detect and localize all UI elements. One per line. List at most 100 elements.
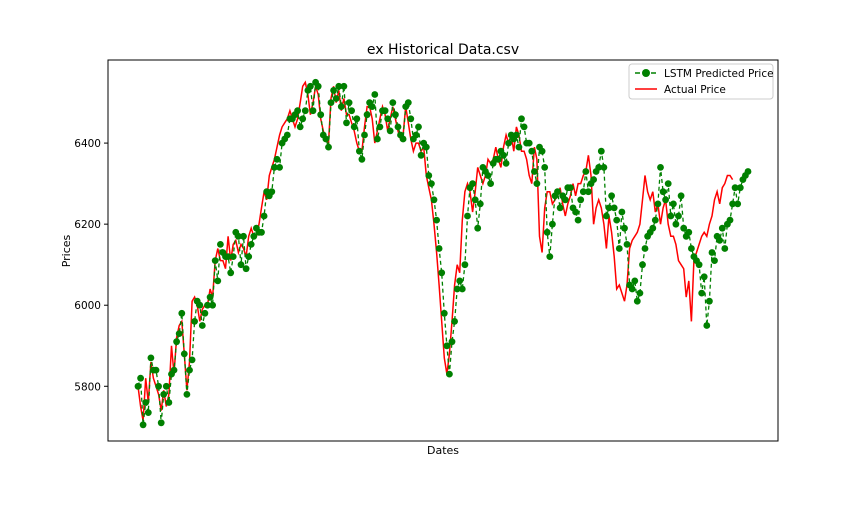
predicted-point [471,196,479,204]
predicted-point [502,160,510,167]
predicted-point [273,155,281,163]
predicted-point [399,135,407,143]
predicted-point [201,309,209,317]
y-tick-label: 6000 [74,300,101,312]
predicted-point [237,261,245,269]
predicted-point [649,224,657,232]
predicted-point [162,382,170,390]
predicted-point [371,91,379,98]
predicted-point [520,123,528,131]
predicted-point [325,143,332,151]
predicted-point [603,212,610,220]
predicted-point [322,135,330,143]
predicted-point [582,168,590,175]
predicted-point [528,147,536,155]
predicted-point [348,107,355,115]
predicted-point [610,204,618,212]
predicted-point [574,216,582,224]
legend-predicted-label: LSTM Predicted Price [664,68,774,80]
predicted-point [608,192,615,200]
predicted-point [734,200,742,208]
legend-predicted-marker [642,69,650,77]
predicted-point [651,216,659,224]
predicted-point [561,196,569,204]
predicted-point [404,99,412,106]
predicted-point [461,261,469,269]
legend-actual-label: Actual Price [664,84,726,96]
predicted-point [621,224,628,232]
predicted-point [394,123,402,131]
predicted-point [191,318,199,325]
predicted-point [706,297,713,305]
predicted-point [672,220,680,228]
predicted-point [317,111,325,119]
predicted-point [708,249,716,256]
plot-area [134,78,752,429]
predicted-point [260,212,268,220]
predicted-point [301,107,309,115]
predicted-point [567,184,574,192]
predicted-point [415,123,422,131]
predicted-point [533,180,541,188]
predicted-point [700,273,708,281]
predicted-point [675,212,682,220]
predicted-point [667,212,675,220]
predicted-point [294,107,301,115]
actual-price-line [137,80,734,421]
predicted-point [139,421,147,429]
predicted-point [345,99,353,106]
predicted-point [214,277,222,285]
predicted-point [356,147,363,155]
predicted-point [242,265,250,273]
predicted-point [631,277,639,285]
predicted-point [186,366,193,374]
predicted-point [500,151,507,159]
predicted-point [662,196,669,204]
predicted-point [487,180,494,188]
predicted-point [224,253,232,260]
predicted-point [543,228,551,236]
predicted-point [597,147,605,155]
predicted-point [448,338,456,346]
predicted-point [623,241,631,248]
predicted-point [381,107,389,115]
predicted-point [641,245,649,252]
predicted-point [453,285,461,293]
predicted-point [525,139,533,147]
predicted-point [546,253,554,260]
x-axis-label: Dates [427,444,459,457]
predicted-point [309,107,317,115]
predicted-point [175,330,183,337]
predicted-point [716,237,724,244]
predicted-point [206,293,214,301]
predicted-point [386,127,394,135]
predicted-point [430,196,438,204]
legend-box [628,63,774,100]
predicted-point [435,245,443,252]
predicted-point [451,318,458,325]
predicted-point [456,277,464,285]
predicted-point [422,143,430,151]
predicted-point [680,224,688,232]
predicted-point [605,204,613,212]
predicted-point [389,99,397,106]
y-axis-label: Prices [60,234,73,267]
predicted-point [572,208,579,216]
predicted-point [595,164,603,171]
predicted-point [211,257,219,264]
predicted-point [229,253,237,260]
predicted-point [639,261,646,269]
predicted-point [335,82,343,90]
predicted-point [729,200,736,208]
plot-frame [107,59,779,442]
predicted-point [337,103,345,110]
predicted-point [659,188,667,196]
predicted-point [314,82,322,90]
predicted-point [744,168,752,175]
predicted-point [531,168,538,175]
predicted-point [677,192,685,200]
predicted-point [240,232,247,240]
legend: LSTM Predicted Price Actual Price [628,63,774,100]
predicted-point [433,216,440,224]
